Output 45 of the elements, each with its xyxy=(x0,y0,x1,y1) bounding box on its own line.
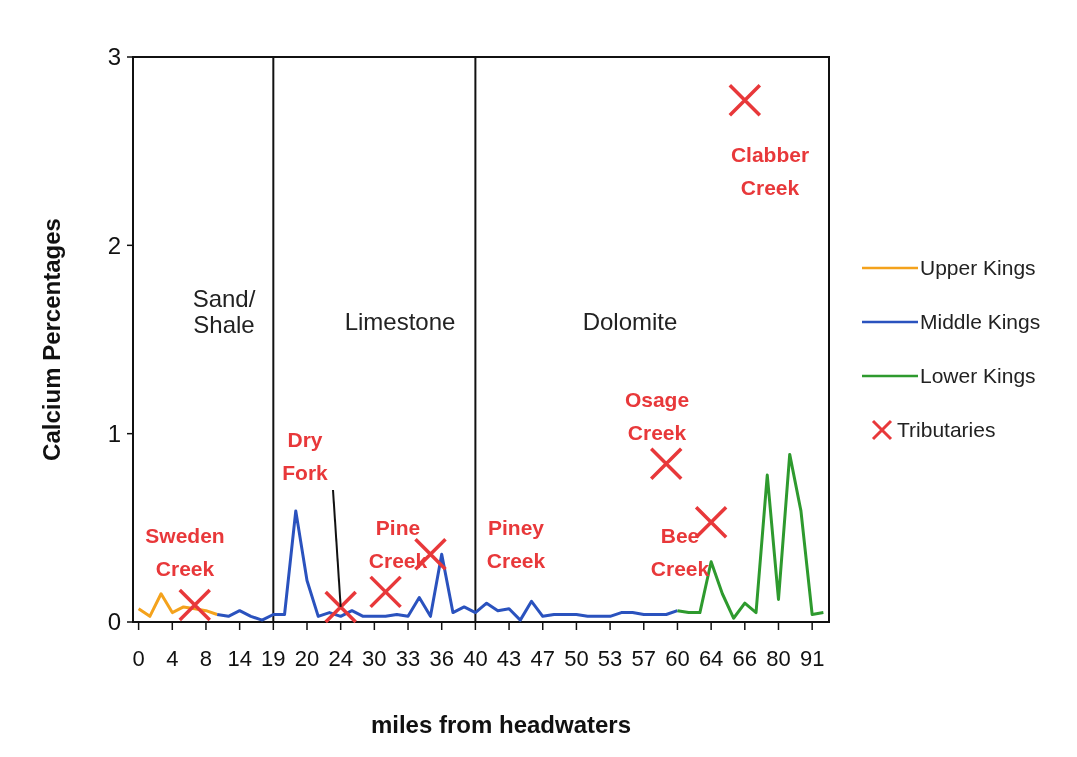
legend-label: Upper Kings xyxy=(920,256,1036,280)
legend-label: Lower Kings xyxy=(920,364,1036,388)
annotation: Piney Creek xyxy=(486,516,546,572)
y-tick-label: 3 xyxy=(107,43,121,71)
x-tick-label: 53 xyxy=(597,646,623,671)
point xyxy=(728,83,762,118)
x-tick-label: 80 xyxy=(766,646,791,671)
x-tick-label: 33 xyxy=(395,646,421,671)
x-axis-title: miles from headwaters xyxy=(370,711,632,738)
point xyxy=(368,575,403,609)
annotation: Bee Creek xyxy=(650,524,710,580)
annotation: Osage Creek xyxy=(624,388,690,444)
x-tick-label: 24 xyxy=(328,646,353,671)
x-tick-label: 40 xyxy=(463,646,488,671)
annotation: Dry Fork xyxy=(282,428,329,484)
x-tick-label: 36 xyxy=(429,646,454,671)
x-tick-label: 57 xyxy=(631,646,657,671)
x-tick-label: 20 xyxy=(294,646,320,671)
x-tick-label: 47 xyxy=(530,646,555,671)
x-tick-label: 19 xyxy=(261,646,286,671)
annotation: Sand/ Shale xyxy=(192,285,256,338)
point xyxy=(177,588,212,622)
x-tick-label: 64 xyxy=(698,646,724,671)
y-tick-label: 0 xyxy=(107,608,121,636)
x-tick-label: 0 xyxy=(132,646,145,671)
x-tick-label: 4 xyxy=(166,646,179,671)
x-tick-label: 14 xyxy=(227,646,252,671)
point xyxy=(649,447,683,481)
x-tick-label: 8 xyxy=(199,646,213,671)
annotation: Limestone xyxy=(344,308,456,335)
x-tick-label: 66 xyxy=(732,646,758,671)
y-axis-title: Calcium Percentages xyxy=(38,218,65,461)
y-tick-label: 2 xyxy=(107,231,121,259)
legend-label: Middle Kings xyxy=(920,310,1041,334)
x-tick-label: 60 xyxy=(665,646,690,671)
x-tick-label: 43 xyxy=(496,646,522,671)
annotation: Clabber Creek xyxy=(730,143,810,199)
x-tick-label: 50 xyxy=(564,646,589,671)
annotation: Dolomite xyxy=(582,308,678,335)
x-tick-label: 91 xyxy=(799,646,825,671)
x-tick-label: 30 xyxy=(362,646,387,671)
point xyxy=(323,590,358,624)
y-tick-label: 1 xyxy=(107,420,121,448)
legend-label: Tributaries xyxy=(897,418,996,442)
annotation: Sweden Creek xyxy=(145,524,225,580)
